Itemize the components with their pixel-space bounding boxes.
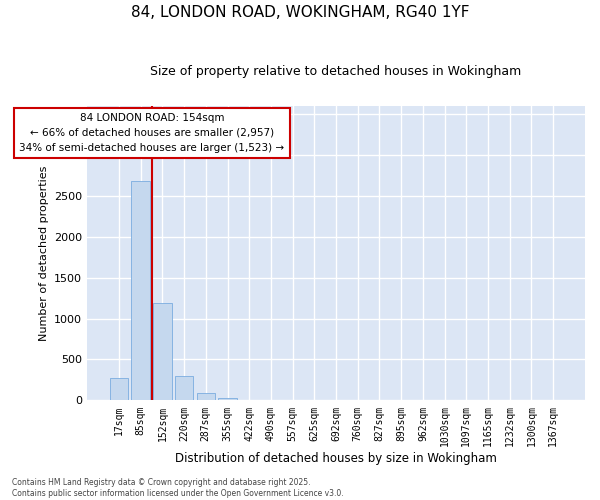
- Text: 84 LONDON ROAD: 154sqm
← 66% of detached houses are smaller (2,957)
34% of semi-: 84 LONDON ROAD: 154sqm ← 66% of detached…: [19, 113, 284, 152]
- Bar: [153, 304, 172, 400]
- Title: Size of property relative to detached houses in Wokingham: Size of property relative to detached ho…: [151, 65, 521, 78]
- X-axis label: Distribution of detached houses by size in Wokingham: Distribution of detached houses by size …: [175, 452, 497, 465]
- Bar: [131, 181, 150, 400]
- Text: 84, LONDON ROAD, WOKINGHAM, RG40 1YF: 84, LONDON ROAD, WOKINGHAM, RG40 1YF: [131, 5, 469, 20]
- Bar: [175, 376, 193, 400]
- Bar: [197, 394, 215, 400]
- Y-axis label: Number of detached properties: Number of detached properties: [38, 166, 49, 340]
- Bar: [218, 398, 237, 400]
- Text: Contains HM Land Registry data © Crown copyright and database right 2025.
Contai: Contains HM Land Registry data © Crown c…: [12, 478, 344, 498]
- Bar: [110, 378, 128, 400]
